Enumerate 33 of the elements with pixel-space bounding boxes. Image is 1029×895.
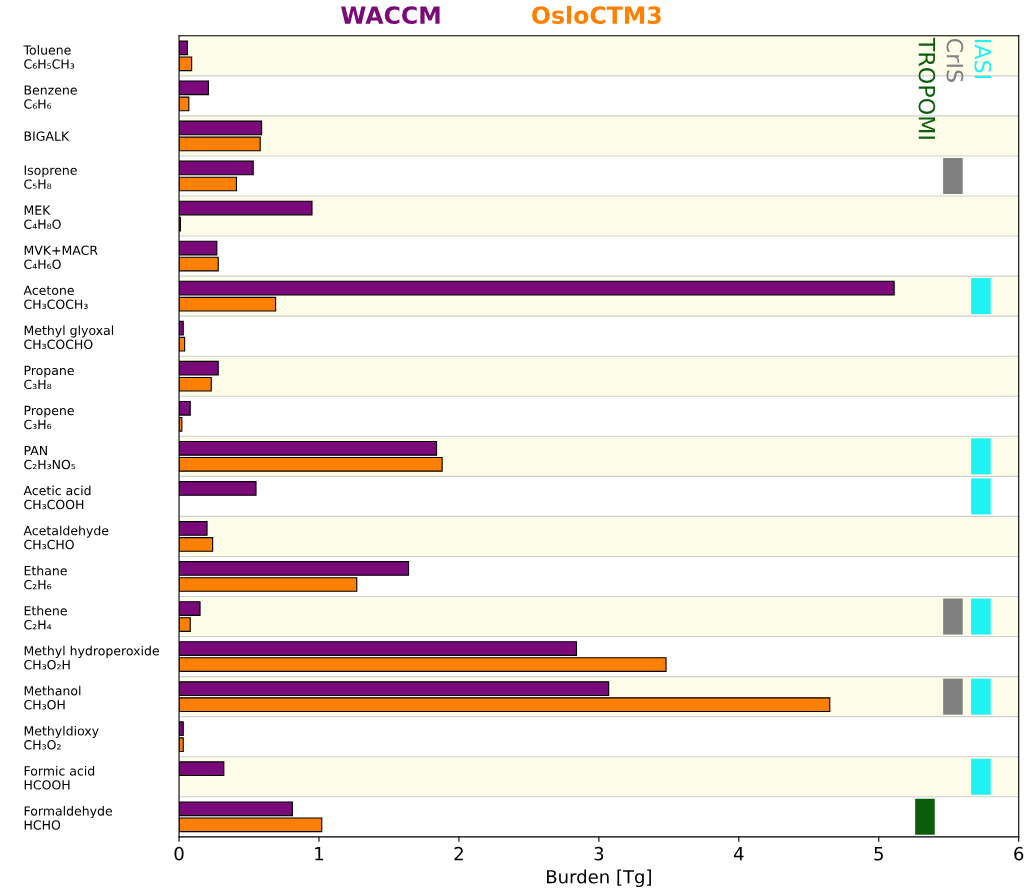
- y-tick-label: MVK+MACR C₄H₆O: [24, 245, 98, 269]
- text: TROPOMI: [918, 37, 936, 139]
- y-tick-label: Methyl hydroperoxide CH₃O₂H: [24, 645, 159, 670]
- y-tick-label: Acetone CH₃COCH₃: [23, 285, 88, 310]
- y-tick-label: Propene C₃H₆: [24, 405, 74, 430]
- y-tick-label: Acetaldehyde CH₃CHO: [23, 525, 109, 550]
- text: IASI: [974, 39, 992, 79]
- y-tick-label: Propane C₃H₈: [24, 365, 74, 390]
- y-tick-label: MEK C₄H₈O: [24, 205, 61, 229]
- y-tick-label: Methyldioxy CH₃O₂: [24, 725, 99, 750]
- y-tick-label: Acetic acid CH₃COOH: [23, 485, 91, 510]
- y-tick-label: Toluene C₆H₅CH₃: [23, 45, 75, 69]
- text: CrIS: [946, 39, 964, 82]
- y-tick-label: BIGALK: [24, 131, 70, 141]
- y-tick-label: Ethene C₂H₄: [24, 605, 67, 630]
- y-tick-label: Ethane C₂H₆: [24, 565, 67, 590]
- x-tick-label: 3: [594, 846, 604, 861]
- x-tick-label: 1: [315, 847, 324, 861]
- text: OsloCTM3: [532, 5, 661, 25]
- x-tick-label: 5: [874, 847, 883, 861]
- y-tick-label: Methanol CH₃OH: [24, 685, 81, 710]
- y-tick-label: Isoprene C₅H₈: [24, 165, 77, 189]
- x-tick-label: 0: [174, 846, 184, 861]
- y-tick-label: Benzene C₆H₆: [24, 85, 77, 109]
- x-tick-label: 2: [454, 846, 463, 861]
- y-tick-label: Formic acid HCOOH: [24, 765, 95, 790]
- text: WACCM: [341, 6, 440, 25]
- x-axis-title: Burden [Tg]: [547, 869, 651, 888]
- y-tick-label: PAN C₂H₃NO₅: [24, 445, 76, 470]
- y-tick-label: Methyl glyoxal CH₃COCHO: [24, 325, 114, 350]
- x-tick-label: 4: [733, 847, 744, 861]
- y-tick-label: Formaldehyde HCHO: [24, 806, 113, 830]
- x-tick-label: 6: [1014, 846, 1024, 861]
